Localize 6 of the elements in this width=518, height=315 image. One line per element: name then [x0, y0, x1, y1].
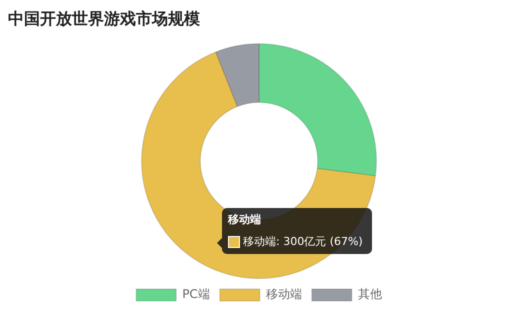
text: 移动端: 300亿元 (67%)	[243, 234, 363, 248]
legend-label: 移动端	[266, 287, 302, 302]
text: 移动端	[227, 212, 261, 226]
legend-label: PC端	[182, 287, 210, 302]
legend-label: 其他	[358, 287, 382, 302]
chart-title: 中国开放世界游戏市场规模	[8, 8, 200, 28]
